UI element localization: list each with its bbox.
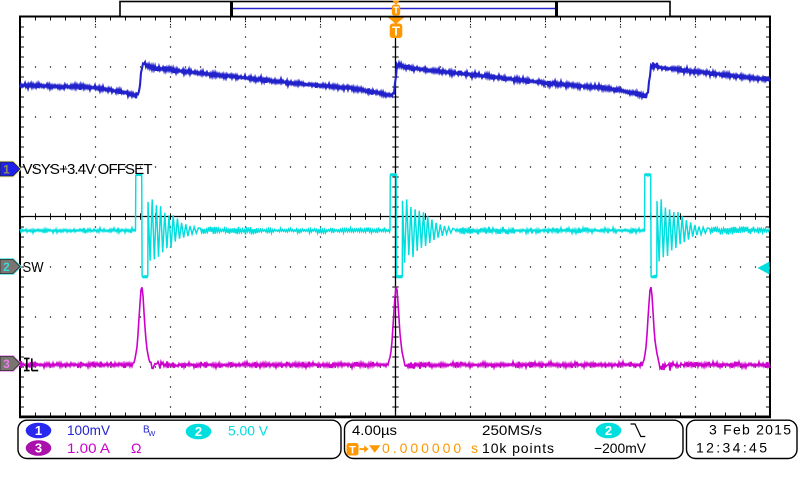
- svg-text:3: 3: [3, 357, 10, 371]
- svg-text:B: B: [143, 425, 150, 436]
- svg-text:2: 2: [605, 423, 612, 438]
- svg-text:1.00 A: 1.00 A: [67, 440, 111, 456]
- svg-text:1: 1: [35, 423, 42, 438]
- svg-text:5.00 V: 5.00 V: [228, 423, 269, 439]
- svg-text:T: T: [349, 444, 356, 456]
- svg-text:VSYS+3.4V OFFSET: VSYS+3.4V OFFSET: [23, 161, 153, 178]
- svg-text:3: 3: [35, 441, 42, 456]
- svg-text:100mV: 100mV: [67, 422, 111, 438]
- svg-text:−200mV: −200mV: [594, 440, 647, 456]
- svg-text:3 Feb 2015: 3 Feb 2015: [709, 422, 791, 438]
- svg-text:2: 2: [3, 260, 10, 274]
- svg-text:2: 2: [195, 424, 202, 439]
- svg-text:T: T: [393, 6, 399, 17]
- svg-text:4.00µs: 4.00µs: [352, 422, 397, 438]
- svg-text:1: 1: [3, 163, 10, 177]
- svg-text:W: W: [148, 429, 156, 438]
- svg-text:SW: SW: [23, 259, 45, 276]
- svg-text:10k points: 10k points: [482, 440, 554, 456]
- svg-text:Ω: Ω: [131, 440, 141, 456]
- svg-text:T: T: [392, 24, 400, 39]
- svg-text:250MS/s: 250MS/s: [482, 422, 542, 438]
